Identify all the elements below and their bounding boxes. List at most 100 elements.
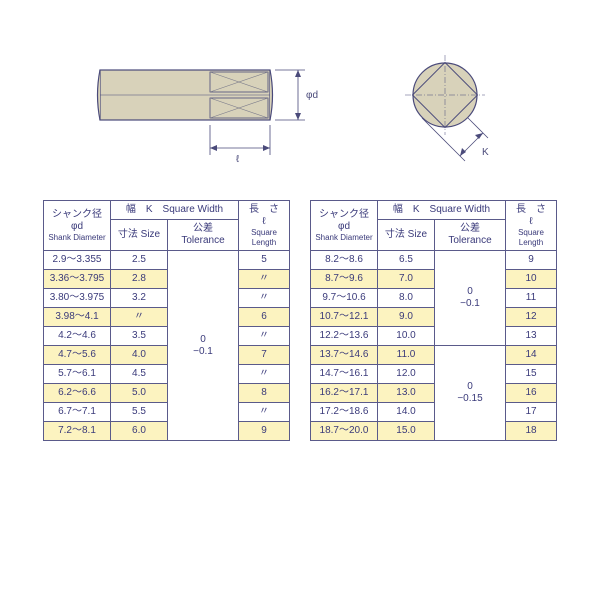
table-row: 2.9～3.3552.50 −0.15 — [44, 251, 290, 270]
table-cell: 9.0 — [378, 308, 435, 327]
spec-table-2: シャンク径φdShank Diameter 幅 K Square Width 長… — [310, 200, 557, 441]
table-row: 14.7～16.112.0 15 — [311, 365, 557, 384]
table-cell: 10 — [506, 270, 557, 289]
table-row: 13.7～14.611.00 −0.1514 — [311, 346, 557, 365]
table-cell: 5.0 — [111, 384, 168, 403]
table-cell: 〃 — [239, 365, 290, 384]
table-cell: 〃 — [239, 289, 290, 308]
table-cell: 17 — [506, 403, 557, 422]
table-cell: 2.5 — [111, 251, 168, 270]
table-cell: 10.7～12.1 — [311, 308, 378, 327]
table-cell: 5.7～6.1 — [44, 365, 111, 384]
table-cell: 12.0 — [378, 365, 435, 384]
end-view-drawing: K — [390, 40, 520, 170]
table-cell: 6.0 — [111, 422, 168, 441]
table-cell: 14.7～16.1 — [311, 365, 378, 384]
header-length: 長 さ ℓSquare Length — [239, 201, 290, 251]
table-cell: 12.2～13.6 — [311, 327, 378, 346]
table-row: 8.7～9.67.0 10 — [311, 270, 557, 289]
table-cell: 13 — [506, 327, 557, 346]
table-row: 3.98～4.1〃 6 — [44, 308, 290, 327]
table-row: 10.7～12.19.0 12 — [311, 308, 557, 327]
header-shank: シャンク径φdShank Diameter — [44, 201, 111, 251]
table-cell: 13.0 — [378, 384, 435, 403]
table-cell: 3.80～3.975 — [44, 289, 111, 308]
dim-l-label: ℓ — [236, 154, 240, 165]
table-cell: 14 — [506, 346, 557, 365]
table-cell: 2.9～3.355 — [44, 251, 111, 270]
tolerance-cell: 0 −0.1 — [168, 251, 239, 441]
table-cell: 5.5 — [111, 403, 168, 422]
table-cell: 9.7～10.6 — [311, 289, 378, 308]
header-length: 長 さ ℓSquare Length — [506, 201, 557, 251]
table-cell: 18 — [506, 422, 557, 441]
table-cell: 9 — [239, 422, 290, 441]
header-tolerance: 公差 Tolerance — [168, 220, 239, 251]
table-cell: 〃 — [111, 308, 168, 327]
table-cell: 4.5 — [111, 365, 168, 384]
header-width: 幅 K Square Width — [378, 201, 506, 220]
table-row: 7.2～8.16.0 9 — [44, 422, 290, 441]
table-cell: 7 — [239, 346, 290, 365]
table-cell: 5 — [239, 251, 290, 270]
table-row: 4.7～5.64.0 7 — [44, 346, 290, 365]
table-cell: 9 — [506, 251, 557, 270]
table-cell: 3.2 — [111, 289, 168, 308]
table-row: 18.7～20.015.018 — [311, 422, 557, 441]
header-width: 幅 K Square Width — [111, 201, 239, 220]
dim-k-label: K — [482, 147, 489, 158]
table-cell: 6.5 — [378, 251, 435, 270]
tolerance-cell: 0 −0.1 — [435, 251, 506, 346]
table-cell: 7.2～8.1 — [44, 422, 111, 441]
table-cell: 8.2～8.6 — [311, 251, 378, 270]
table-row: 8.2～8.66.50 −0.19 — [311, 251, 557, 270]
tolerance-cell: 0 −0.15 — [435, 346, 506, 441]
table-row: 17.2～18.614.0 17 — [311, 403, 557, 422]
table-row: 6.7～7.15.5 〃 — [44, 403, 290, 422]
table-cell: 〃 — [239, 327, 290, 346]
table-cell: 3.36～3.795 — [44, 270, 111, 289]
table-cell: 3.5 — [111, 327, 168, 346]
table-cell: 8.7～9.6 — [311, 270, 378, 289]
table-cell: 8 — [239, 384, 290, 403]
table-cell: 3.98～4.1 — [44, 308, 111, 327]
table-cell: 6 — [239, 308, 290, 327]
table-row: 12.2～13.610.0 13 — [311, 327, 557, 346]
table-cell: 4.7～5.6 — [44, 346, 111, 365]
side-view-drawing: φd ℓ — [80, 40, 330, 170]
header-tolerance: 公差 Tolerance — [435, 220, 506, 251]
table-cell: 15.0 — [378, 422, 435, 441]
table-cell: 6.2～6.6 — [44, 384, 111, 403]
table-cell: 14.0 — [378, 403, 435, 422]
table-cell: 15 — [506, 365, 557, 384]
table-row: 4.2～4.63.5 〃 — [44, 327, 290, 346]
table-cell: 4.0 — [111, 346, 168, 365]
table-row: 3.36～3.7952.8 〃 — [44, 270, 290, 289]
table-cell: 13.7～14.6 — [311, 346, 378, 365]
table-cell: 12 — [506, 308, 557, 327]
table-cell: 16 — [506, 384, 557, 403]
table-cell: 10.0 — [378, 327, 435, 346]
header-size: 寸法 Size — [378, 220, 435, 251]
table-row: 9.7～10.68.0 11 — [311, 289, 557, 308]
dim-d-label: φd — [306, 90, 318, 101]
header-shank: シャンク径φdShank Diameter — [311, 201, 378, 251]
technical-drawings: φd ℓ K — [24, 40, 576, 170]
table-cell: 7.0 — [378, 270, 435, 289]
table-row: 6.2～6.65.0 8 — [44, 384, 290, 403]
table-cell: 2.8 — [111, 270, 168, 289]
table-row: 3.80～3.9753.2 〃 — [44, 289, 290, 308]
table-cell: 6.7～7.1 — [44, 403, 111, 422]
table-cell: 4.2～4.6 — [44, 327, 111, 346]
table-cell: 8.0 — [378, 289, 435, 308]
table-cell: 11 — [506, 289, 557, 308]
table-cell: 11.0 — [378, 346, 435, 365]
table-cell: 16.2～17.1 — [311, 384, 378, 403]
table-cell: 17.2～18.6 — [311, 403, 378, 422]
table-row: 16.2～17.113.0 16 — [311, 384, 557, 403]
table-row: 5.7～6.14.5 〃 — [44, 365, 290, 384]
header-size: 寸法 Size — [111, 220, 168, 251]
table-cell: 〃 — [239, 270, 290, 289]
table-cell: 〃 — [239, 403, 290, 422]
spec-table-1: シャンク径φdShank Diameter 幅 K Square Width 長… — [43, 200, 290, 441]
